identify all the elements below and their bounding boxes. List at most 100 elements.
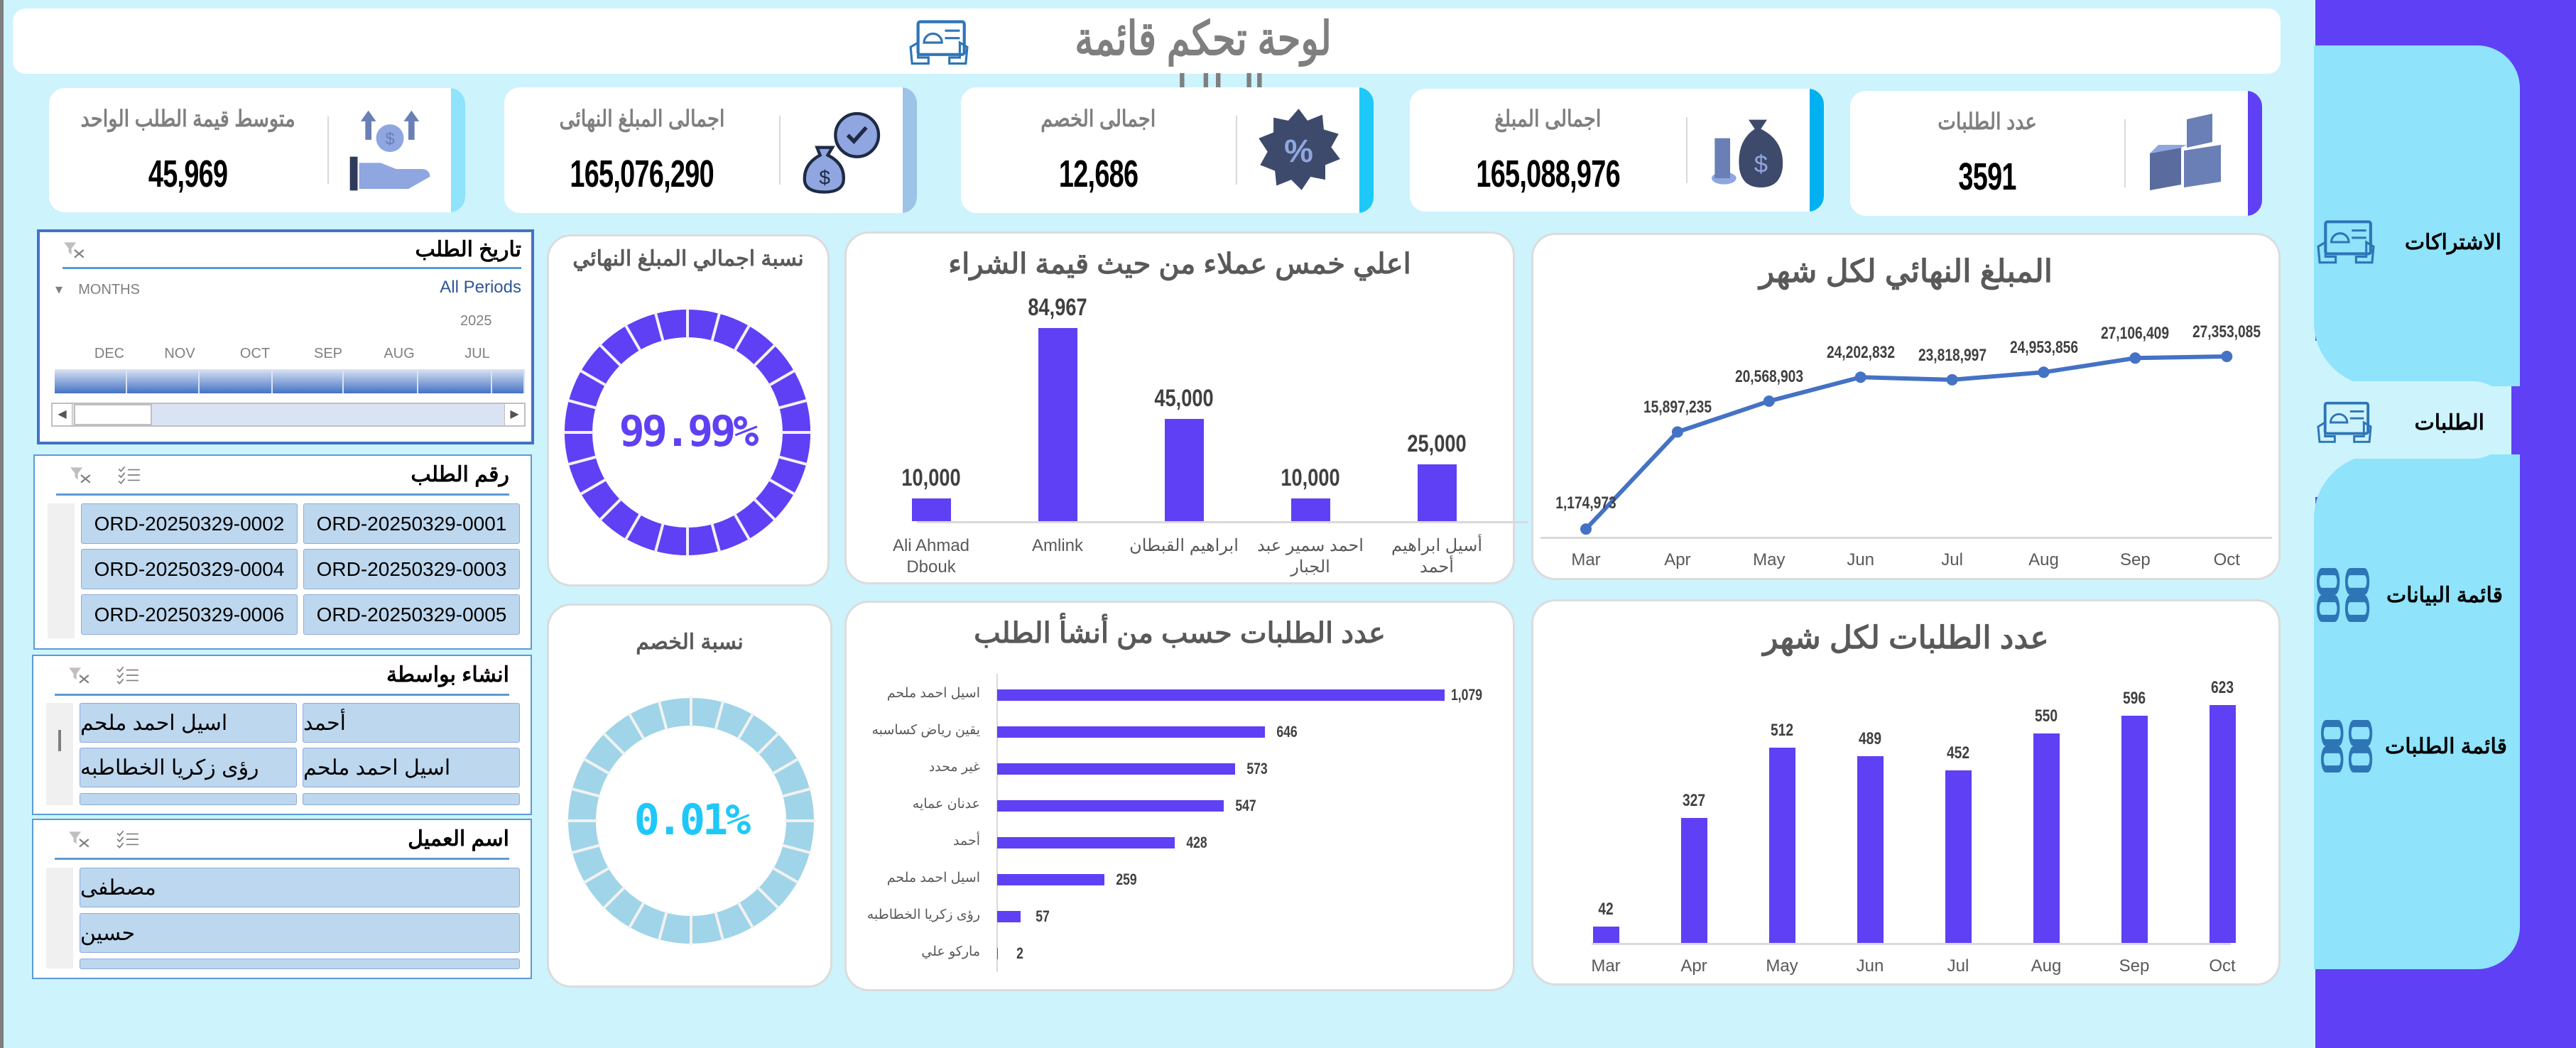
scroll-thumb[interactable]	[74, 404, 152, 425]
slicer-item[interactable]: ORD-20250329-0006	[81, 594, 298, 635]
segment-gap	[733, 513, 751, 541]
sidebar-item-orders[interactable]: الطلبات	[2317, 395, 2484, 450]
bar[interactable]	[1680, 818, 1707, 943]
slicer-scrollbar[interactable]	[46, 703, 73, 805]
data-point[interactable]	[1763, 395, 1775, 408]
category-label: أحمد	[953, 834, 980, 848]
slicer-item[interactable]: اسيل احمد ملحم	[80, 703, 297, 743]
bar[interactable]	[1164, 419, 1204, 521]
kpi-label: اجمالى المبلغ النهائى	[559, 105, 724, 131]
timeline-scrollbar[interactable]: ◀ ▶	[51, 403, 526, 427]
bar[interactable]	[997, 726, 1266, 738]
dashboard-tablet-icon	[2317, 395, 2372, 450]
money-bag-coins-icon: $	[1688, 89, 1810, 212]
bar[interactable]	[1768, 747, 1795, 943]
sidebar-item-subscriptions[interactable]: الاشتراكات	[2317, 214, 2501, 270]
clear-filter-icon[interactable]	[63, 241, 87, 259]
segment-gap	[627, 901, 646, 929]
segment-gap	[714, 910, 725, 941]
data-point[interactable]	[1580, 523, 1592, 535]
clear-filter-icon[interactable]	[67, 666, 92, 684]
sidebar-gap	[2301, 0, 2315, 1048]
slicer-scrollbar[interactable]	[48, 503, 75, 638]
slicer-item[interactable]: ORD-20250329-0004	[81, 549, 298, 589]
slicer-item[interactable]: حسين	[80, 913, 520, 953]
category-label: Oct	[2209, 956, 2236, 976]
bar[interactable]	[997, 689, 1445, 701]
slicer-item-partial[interactable]	[80, 793, 297, 805]
multi-select-icon[interactable]	[116, 830, 140, 848]
category-label: Ali Ahmad Dbouk	[892, 536, 970, 577]
kpi-value: 3591	[1958, 155, 2016, 198]
data-label: 25,000	[1407, 430, 1467, 457]
data-point[interactable]	[1946, 373, 1958, 386]
bar[interactable]	[911, 498, 951, 521]
category-label: احمد سمير عبد الجبار	[1257, 536, 1364, 577]
timeline-period[interactable]	[344, 369, 418, 393]
bar[interactable]	[997, 874, 1105, 885]
slicer-item[interactable]: مصطفى	[80, 868, 520, 907]
slicer-item[interactable]: ORD-20250329-0005	[303, 594, 520, 635]
scroll-left-button[interactable]: ◀	[53, 404, 72, 425]
clear-filter-icon[interactable]	[69, 466, 93, 484]
segment-gap	[579, 478, 607, 496]
slicer-item-partial[interactable]	[80, 959, 520, 969]
scroll-right-button[interactable]: ▶	[504, 404, 524, 425]
data-point[interactable]	[1854, 371, 1866, 383]
clear-filter-icon[interactable]	[67, 830, 92, 848]
bar[interactable]	[1038, 328, 1077, 521]
bar[interactable]	[1945, 770, 1972, 943]
timeline-period[interactable]	[273, 369, 344, 393]
bar[interactable]	[1592, 927, 1619, 943]
category-label: Mar	[1591, 956, 1621, 976]
bar[interactable]	[1290, 498, 1330, 521]
timeline-period[interactable]	[200, 369, 273, 393]
slicer-item[interactable]: ORD-20250329-0003	[303, 549, 520, 589]
multi-select-icon[interactable]	[117, 466, 141, 484]
multi-select-icon[interactable]	[116, 666, 140, 684]
sidebar-item-data-list[interactable]: قائمة البيانات	[2317, 568, 2503, 622]
data-point[interactable]	[1671, 426, 1683, 438]
timeline-period[interactable]	[418, 369, 492, 393]
bar[interactable]	[997, 911, 1021, 922]
bar[interactable]	[997, 837, 1175, 848]
slicer-item[interactable]: ORD-20250329-0001	[303, 503, 520, 544]
all-periods-label[interactable]: All Periods	[440, 278, 521, 297]
customer-name-slicer: اسم العميل مصطفى حسين	[32, 819, 532, 979]
segment-gap	[771, 866, 800, 885]
data-label: 20,568,903	[1734, 367, 1803, 386]
slicer-item[interactable]: اسيل احمد ملحم	[303, 748, 520, 787]
slicer-item-partial[interactable]	[303, 793, 520, 805]
kpi-label: عدد الطلبات	[1938, 109, 2037, 134]
dashboard-tablet-icon	[2317, 214, 2375, 270]
bar[interactable]	[2033, 733, 2060, 943]
kpi-total-amount: اجمالى المبلغ 165,088,976 $	[1410, 89, 1824, 212]
timeline-bar[interactable]	[55, 369, 525, 393]
segment-gap	[570, 787, 602, 798]
data-point[interactable]	[2038, 366, 2050, 378]
category-label: Sep	[2120, 550, 2151, 569]
bar[interactable]	[1857, 756, 1884, 943]
data-label: 15,897,235	[1643, 398, 1712, 417]
bar[interactable]	[2121, 715, 2148, 943]
bar[interactable]	[1417, 464, 1457, 521]
bar[interactable]	[997, 948, 999, 959]
sidebar-item-orders-list[interactable]: قائمة الطلبات	[2321, 720, 2507, 773]
slicer-item[interactable]: ORD-20250329-0002	[81, 503, 298, 544]
bar[interactable]	[997, 800, 1224, 812]
svg-text:$: $	[819, 166, 830, 188]
bar[interactable]	[2209, 705, 2236, 943]
timeline-period[interactable]	[127, 369, 200, 393]
bar[interactable]	[997, 763, 1235, 775]
slicer-item[interactable]: رؤى زكريا الخطاطبه	[80, 748, 297, 787]
slicer-item[interactable]: أحمد	[303, 703, 520, 743]
data-point[interactable]	[2129, 352, 2141, 364]
timeline-period[interactable]	[55, 369, 127, 393]
sidebar-panel-bottom	[2314, 454, 2520, 969]
data-point[interactable]	[2221, 351, 2233, 363]
donut-chart	[567, 697, 815, 945]
level-dropdown[interactable]: ▾ MONTHS	[55, 282, 140, 298]
slicer-scrollbar[interactable]	[46, 868, 73, 968]
svg-text:$: $	[1754, 151, 1768, 178]
timeline-period[interactable]	[492, 369, 525, 393]
